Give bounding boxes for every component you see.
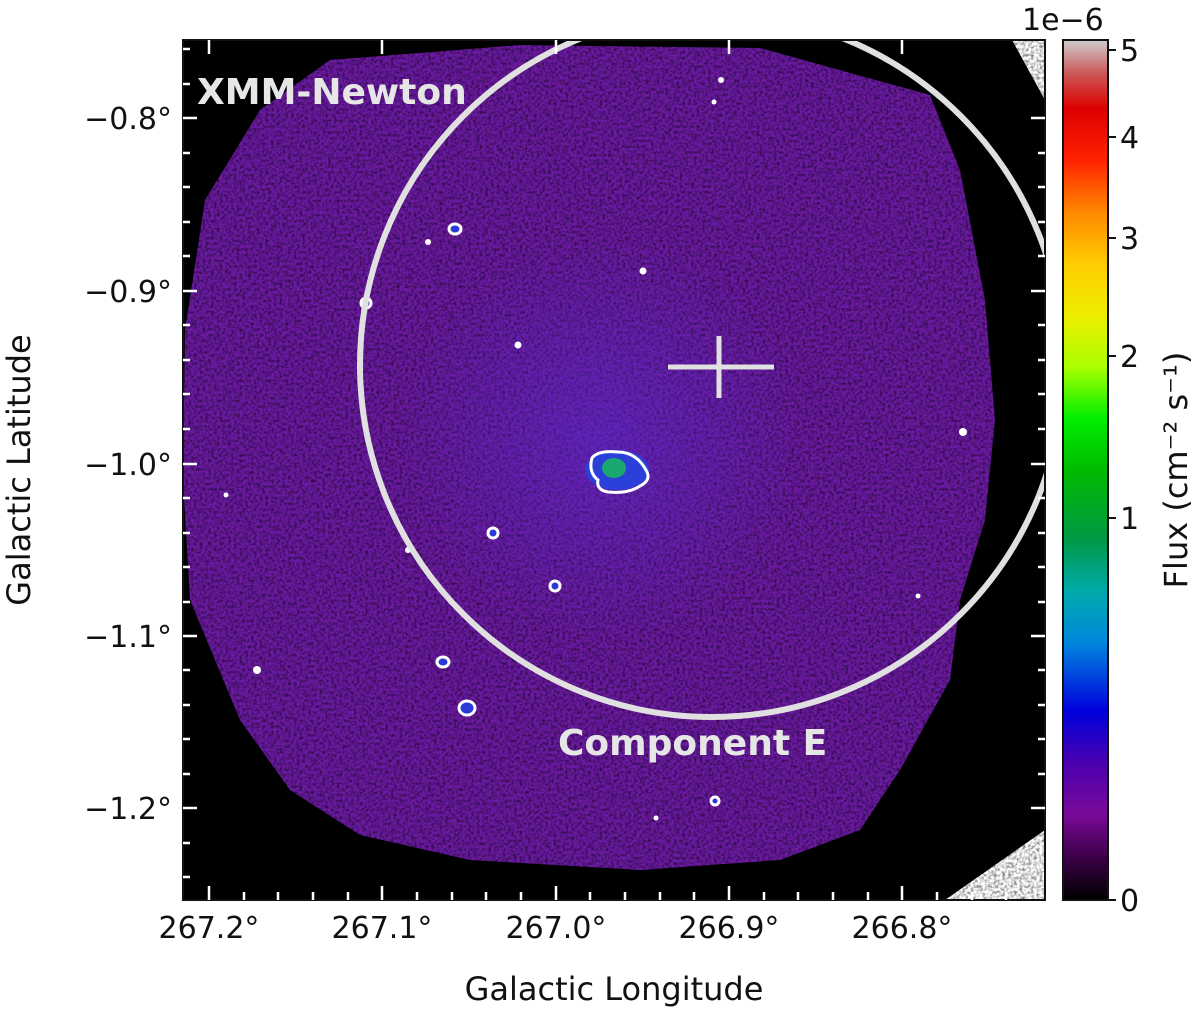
diffuse-glow [400, 240, 800, 640]
y-tick-label: −1.0° [84, 448, 172, 483]
component-e-circle [357, 40, 1045, 720]
x-axis-title: Galactic Longitude [465, 970, 764, 1008]
point-source [253, 666, 261, 674]
x-tick-label: 267.1° [332, 911, 433, 946]
center-cross-marker [668, 336, 774, 398]
x-tick-label: 267.0° [506, 911, 607, 946]
central-source-core [602, 458, 626, 478]
colorbar-multiplier: 1e−6 [1022, 3, 1104, 38]
central-source-contour [589, 450, 650, 494]
y-tick-labels: −0.8° −0.9° −1.0° −1.1° −1.2° [84, 102, 172, 827]
colorbar-ticks [1108, 49, 1116, 901]
x-tick-label: 266.9° [679, 911, 780, 946]
point-source [709, 795, 721, 807]
x-tick-label: 267.2° [159, 911, 260, 946]
point-source [223, 492, 229, 498]
y-tick-label: −0.8° [84, 102, 172, 137]
x-tick-labels: 267.2° 267.1° 267.0° 266.9° 266.8° [159, 911, 953, 946]
point-source [514, 341, 522, 349]
colorbar: 0 1 2 3 4 5 1e−6 Flux (cm⁻² s⁻¹) [1022, 3, 1195, 919]
axis-ticks [183, 40, 1045, 900]
y-tick-label: −1.2° [84, 792, 172, 827]
point-sources [359, 222, 721, 807]
point-source [718, 77, 724, 83]
colorbar-frame [1062, 39, 1109, 901]
plot-frame [182, 39, 1046, 901]
colorbar-tick-label: 1 [1120, 502, 1139, 537]
point-source [915, 593, 921, 599]
y-axis-title: Galactic Latitude [0, 334, 38, 605]
instrument-label: XMM-Newton [197, 72, 467, 113]
flux-image: XMM-Newton Component E [183, 40, 1045, 900]
point-source [548, 579, 562, 593]
colorbar-tick-label: 0 [1120, 884, 1139, 919]
x-tick-label: 266.8° [852, 911, 953, 946]
colorbar-tick-label: 5 [1120, 34, 1139, 69]
point-source [639, 267, 647, 275]
point-source [425, 239, 431, 245]
colorbar-title: Flux (cm⁻² s⁻¹) [1157, 352, 1195, 589]
point-source [447, 222, 463, 236]
colorbar-tick-label: 3 [1120, 222, 1139, 257]
point-source [486, 526, 500, 540]
region-label: Component E [558, 723, 827, 764]
colorbar-tick-label: 4 [1120, 121, 1139, 156]
colorbar-gradient [1063, 40, 1108, 900]
small-point-sources [223, 77, 967, 821]
colorbar-tick-label: 2 [1120, 340, 1139, 375]
point-source [711, 99, 717, 105]
point-source [959, 428, 967, 436]
point-source [435, 655, 451, 669]
y-tick-label: −1.1° [84, 620, 172, 655]
y-tick-label: −0.9° [84, 275, 172, 310]
point-source [653, 815, 659, 821]
point-source [457, 699, 477, 717]
